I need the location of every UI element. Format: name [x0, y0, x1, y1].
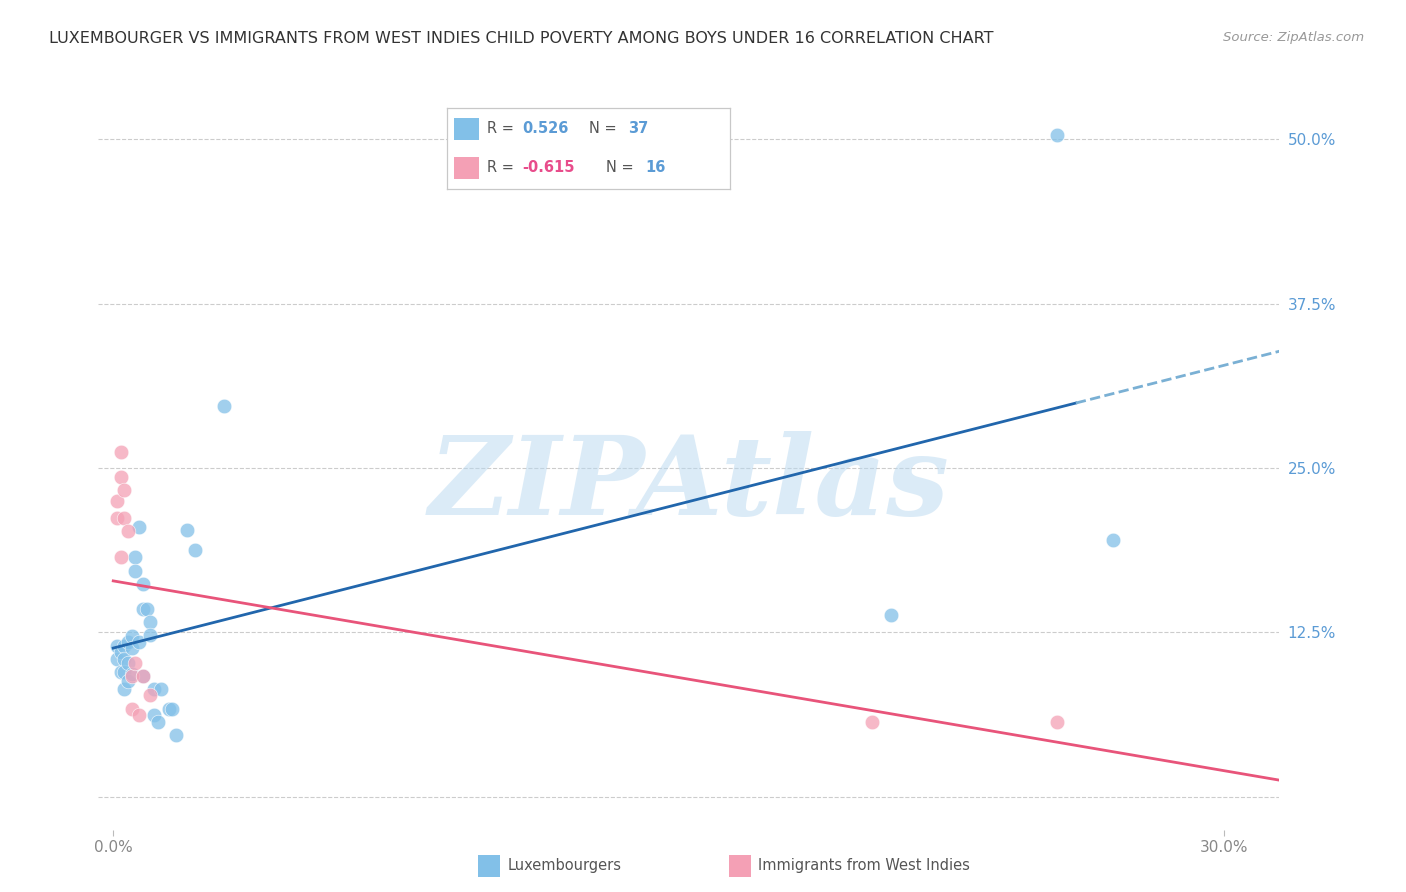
Point	[880, 608, 903, 623]
Point	[117, 524, 139, 538]
Point	[112, 511, 135, 525]
Point	[132, 669, 155, 683]
Point	[112, 483, 135, 498]
Text: Luxembourgers: Luxembourgers	[508, 858, 621, 873]
Point	[142, 708, 165, 723]
Point	[105, 494, 128, 508]
Point	[117, 634, 139, 648]
Point	[162, 701, 184, 715]
Point	[214, 399, 236, 413]
Point	[157, 701, 180, 715]
Point	[860, 714, 883, 729]
Point	[124, 656, 146, 670]
Point	[105, 651, 128, 665]
Point	[124, 550, 146, 565]
Point	[176, 523, 198, 537]
Point	[1046, 128, 1069, 143]
Text: ZIPAtlas: ZIPAtlas	[429, 431, 949, 539]
Point	[128, 708, 150, 723]
Point	[117, 673, 139, 688]
Point	[183, 542, 205, 557]
Point	[112, 681, 135, 696]
Point	[142, 681, 165, 696]
Bar	[478, 855, 501, 877]
Point	[139, 689, 162, 703]
Point	[117, 656, 139, 670]
Point	[110, 470, 132, 484]
Point	[139, 628, 162, 642]
Point	[112, 665, 135, 679]
Point	[132, 601, 155, 615]
Point	[1046, 714, 1069, 729]
Point	[105, 639, 128, 653]
Point	[121, 629, 143, 643]
Point	[124, 564, 146, 578]
Point	[110, 550, 132, 565]
Text: LUXEMBOURGER VS IMMIGRANTS FROM WEST INDIES CHILD POVERTY AMONG BOYS UNDER 16 CO: LUXEMBOURGER VS IMMIGRANTS FROM WEST IND…	[49, 31, 994, 46]
Point	[121, 669, 143, 683]
Point	[112, 639, 135, 653]
Point	[128, 634, 150, 648]
Point	[110, 445, 132, 459]
Point	[135, 601, 157, 615]
Point	[110, 665, 132, 679]
Point	[128, 520, 150, 534]
Point	[165, 728, 187, 742]
Point	[150, 681, 173, 696]
Bar	[728, 855, 751, 877]
Point	[105, 511, 128, 525]
Point	[110, 645, 132, 659]
Point	[121, 667, 143, 681]
Point	[1102, 533, 1125, 548]
Point	[121, 701, 143, 715]
Point	[121, 641, 143, 656]
Text: Source: ZipAtlas.com: Source: ZipAtlas.com	[1223, 31, 1364, 45]
Text: Immigrants from West Indies: Immigrants from West Indies	[758, 858, 970, 873]
Point	[132, 576, 155, 591]
Point	[112, 651, 135, 665]
Point	[139, 615, 162, 629]
Point	[132, 669, 155, 683]
Point	[146, 714, 169, 729]
